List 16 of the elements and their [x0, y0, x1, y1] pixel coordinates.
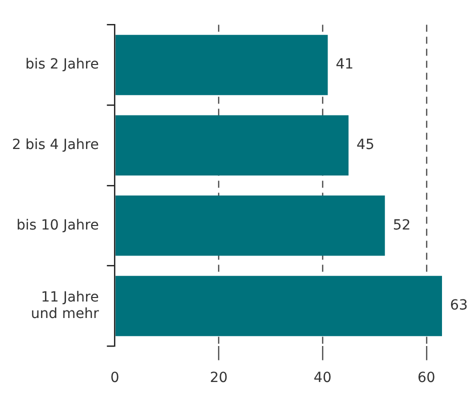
bar	[116, 34, 328, 96]
x-tick-label: 60	[418, 370, 436, 386]
y-tick-label: 2 bis 4 Jahre	[12, 136, 99, 153]
data-label: 41	[336, 56, 354, 73]
bar	[116, 276, 442, 336]
bar	[116, 115, 349, 176]
y-tick-label: 11 Jahre und mehr	[30, 289, 100, 322]
x-tick-label: 0	[110, 370, 120, 386]
data-label: 63	[450, 298, 468, 314]
y-tick-label: bis 10 Jahre	[16, 217, 99, 234]
y-tick-label: bis 2 Jahre	[25, 56, 99, 73]
data-label: 52	[392, 217, 411, 234]
bar	[116, 196, 385, 256]
x-tick-label: 40	[314, 370, 332, 386]
x-tick-label: 20	[210, 370, 228, 386]
data-label: 45	[356, 136, 374, 153]
